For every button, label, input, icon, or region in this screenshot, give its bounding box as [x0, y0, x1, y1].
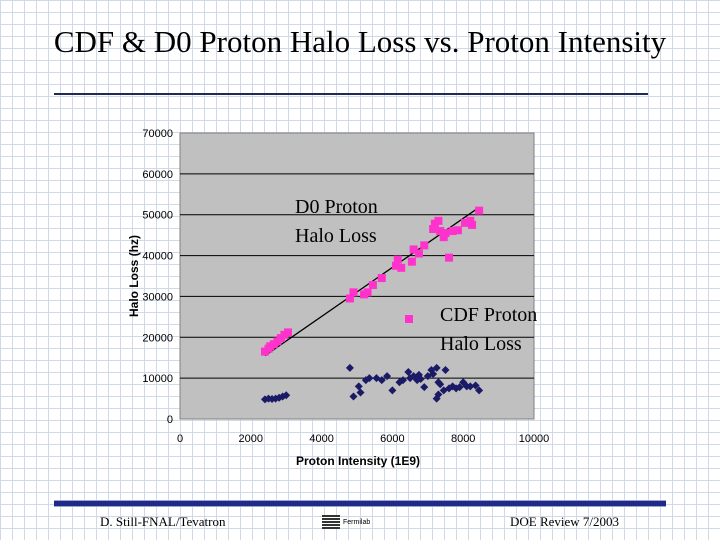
cdf-data-point: [434, 390, 443, 399]
cdf-data-point: [429, 370, 438, 379]
d0-data-point: [436, 227, 445, 236]
cdf-data-point: [436, 380, 445, 389]
x-tick-label: 2000: [239, 433, 263, 445]
title-underline: [54, 93, 648, 95]
footer-review-date: DOE Review 7/2003: [510, 514, 620, 529]
d0-data-point: [460, 218, 469, 227]
d0-data-point: [363, 288, 372, 297]
fermilab-logo-text: Fermilab: [343, 518, 371, 526]
cdf-data-point: [471, 381, 480, 390]
cdf-data-point: [377, 376, 386, 385]
d0-data-point: [429, 225, 438, 234]
cdf-data-point: [475, 386, 484, 395]
x-tick-labels: 0 2000 4000 6000 8000 10000: [177, 433, 549, 445]
d0-data-point: [434, 216, 443, 225]
plot-area: [179, 132, 535, 420]
d0-data-point: [453, 226, 462, 235]
cdf-data-point: [388, 386, 397, 395]
d0-annotation-line-1: D0 Proton: [295, 196, 378, 218]
cdf-data-point: [282, 391, 291, 400]
cdf-data-point: [455, 383, 464, 392]
d0-data-point: [475, 206, 484, 215]
d0-data-point: [414, 249, 423, 258]
d0-data-point: [397, 263, 406, 272]
x-axis-label: Proton Intensity (1E9): [296, 454, 420, 468]
x-tick-label: 10000: [519, 433, 550, 445]
y-tick-label: 30000: [142, 291, 173, 303]
cdf-annotation-marker: [405, 315, 413, 323]
d0-data-point: [349, 288, 358, 297]
cdf-data-point: [365, 374, 374, 383]
d0-data-point: [441, 229, 450, 238]
d0-data-point: [439, 233, 448, 242]
data-points: [260, 206, 484, 404]
d0-data-point: [391, 261, 400, 270]
y-tick-label: 20000: [142, 332, 173, 344]
cdf-data-point: [356, 388, 365, 397]
cdf-data-point: [404, 368, 413, 377]
cdf-data-point: [383, 372, 392, 381]
fermilab-logo-icon: [322, 515, 340, 529]
d0-data-point: [377, 274, 386, 283]
y-tick-label: 60000: [142, 169, 173, 181]
cdf-annotation-line-2: Halo Loss: [440, 333, 522, 355]
d0-data-point: [368, 280, 377, 289]
footer-author: D. Still-FNAL/Tevatron: [100, 514, 226, 529]
y-tick-label: 40000: [142, 251, 173, 263]
cdf-data-point: [420, 383, 429, 392]
y-axis-label: Halo Loss (hz): [127, 235, 141, 317]
y-tick-labels: 0 10000 20000 30000 40000 50000 60000 70000: [142, 128, 173, 426]
y-tick-label: 10000: [142, 373, 173, 385]
cdf-data-point: [416, 374, 425, 383]
cdf-annotation-line-1: CDF Proton: [440, 304, 537, 326]
cdf-data-point: [466, 382, 475, 391]
x-tick-label: 6000: [380, 433, 404, 445]
d0-annotation-line-2: Halo Loss: [295, 225, 377, 247]
cdf-data-point: [441, 365, 450, 374]
halo-loss-scatter-chart: 0 10000 20000 30000 40000 50000 60000 70000 0 20…: [127, 128, 549, 468]
footer-rule: [54, 500, 666, 507]
d0-data-point: [468, 220, 477, 229]
d0-data-point: [420, 241, 429, 250]
cdf-data-point: [349, 392, 358, 401]
x-tick-label: 0: [177, 433, 183, 445]
d0-data-point: [445, 253, 454, 262]
d0-data-point: [407, 257, 416, 266]
x-tick-label: 4000: [309, 433, 333, 445]
slide-title: CDF & D0 Proton Halo Loss vs. Proton Int…: [53, 24, 667, 59]
y-tick-label: 50000: [142, 210, 173, 222]
cdf-data-point: [354, 382, 363, 391]
cdf-data-point: [345, 363, 354, 372]
d0-data-point: [283, 328, 292, 337]
d0-data-point: [345, 294, 354, 303]
gridlines: [180, 173, 534, 379]
cdf-data-point: [432, 363, 441, 372]
d0-data-point: [393, 255, 402, 264]
d0-data-point: [448, 227, 457, 236]
d0-data-point: [409, 245, 418, 254]
x-tick-label: 8000: [451, 433, 475, 445]
fermilab-logo: Fermilab: [322, 514, 384, 530]
d0-data-point: [466, 216, 475, 225]
y-tick-label: 70000: [142, 128, 173, 140]
y-tick-label: 0: [167, 414, 173, 426]
cdf-data-point: [399, 376, 408, 385]
